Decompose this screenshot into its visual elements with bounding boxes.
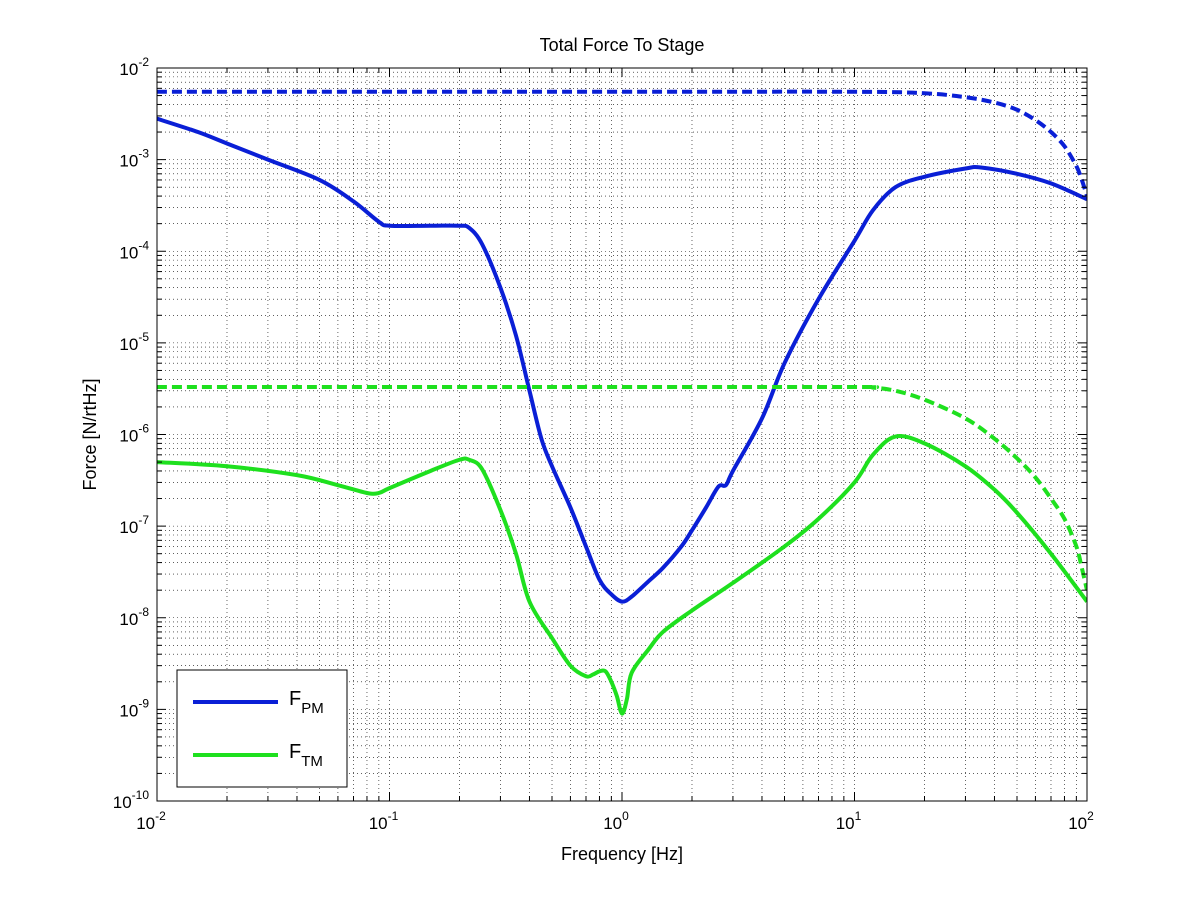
y-tick-label: 10-6 <box>119 422 149 446</box>
x-tick-label: 102 <box>1068 809 1094 833</box>
legend: FPM FTM <box>176 669 348 788</box>
series-group <box>157 89 1087 716</box>
legend-box <box>176 669 348 788</box>
y-tick-label: 10-7 <box>119 513 149 537</box>
chart-title: Total Force To Stage <box>540 35 705 55</box>
legend-label: FPM <box>289 688 324 717</box>
series-line-4-solid <box>157 434 1087 716</box>
y-tick-label: 10-3 <box>119 147 149 171</box>
y-tick-label: 10-5 <box>119 330 149 354</box>
x-tick-label: 10-2 <box>136 809 166 833</box>
y-tick-label: 10-10 <box>113 788 150 812</box>
x-tick-label: 101 <box>836 809 862 833</box>
y-axis-label: Force [N/rtHz] <box>80 378 100 490</box>
legend-label: FTM <box>289 741 323 770</box>
y-tick-label: 10-2 <box>119 55 149 79</box>
x-axis-label: Frequency [Hz] <box>561 844 683 864</box>
series-line-1-dashed <box>157 89 1087 197</box>
x-tick-label: 10-1 <box>369 809 399 833</box>
tick-marks <box>156 67 1088 802</box>
y-tick-label: 10-4 <box>119 238 149 262</box>
y-tick-label: 10-8 <box>119 605 149 629</box>
x-tick-labels: 10-2 10-1 100 101 102 <box>136 809 1094 833</box>
x-tick-label: 100 <box>603 809 629 833</box>
series-line-2-solid <box>157 116 1087 604</box>
y-tick-labels: 10-10 10-9 10-8 10-7 10-6 10-5 10-4 10-3 10-2 <box>113 55 150 812</box>
y-tick-label: 10-9 <box>119 696 149 720</box>
